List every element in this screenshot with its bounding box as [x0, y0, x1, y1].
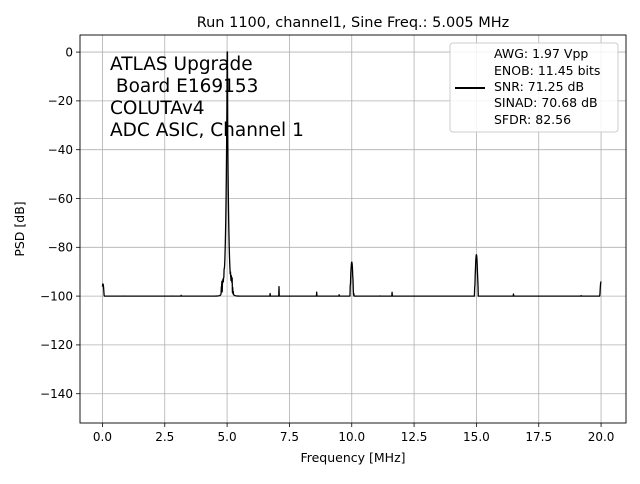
annotation-block: ATLAS Upgrade Board E169153 COLUTAv4 ADC…	[110, 54, 304, 141]
y-tick-label: −80	[48, 241, 73, 255]
axes-frame	[79, 34, 627, 424]
annotation-line-4: ADC ASIC, Channel 1	[110, 120, 304, 141]
plot-area	[101, 51, 602, 297]
x-tick-label: 10.0	[338, 430, 365, 444]
legend-entry-sinad: SINAD: 70.68 dB	[494, 95, 598, 110]
annotation-line-2: Board E169153	[110, 76, 258, 97]
legend-box	[449, 42, 619, 133]
spectrum-line	[101, 51, 602, 297]
x-tick-label: 15.0	[463, 430, 490, 444]
legend-entry-snr: SNR: 71.25 dB	[494, 79, 584, 94]
y-axis-ticks: 0 −20 −40 −60 −80 −100 −120 −140	[40, 45, 80, 401]
x-tick-label: 7.5	[280, 430, 299, 444]
y-tick-label: −60	[48, 192, 73, 206]
chart-title: Run 1100, channel1, Sine Freq.: 5.005 MH…	[197, 15, 510, 31]
annotation-line-3: COLUTAv4	[110, 98, 205, 119]
y-axis-label: PSD [dB]	[12, 201, 27, 256]
x-tick-label: 20.0	[588, 430, 615, 444]
legend-entry-enob: ENOB: 11.45 bits	[494, 63, 600, 78]
x-axis-label: Frequency [MHz]	[300, 450, 405, 465]
legend-entry-awg: AWG: 1.97 Vpp	[494, 46, 588, 61]
y-tick-label: −20	[48, 94, 73, 108]
y-tick-label: −100	[40, 289, 73, 303]
legend-entry-sfdr: SFDR: 82.56	[494, 112, 571, 127]
y-tick-label: −120	[40, 338, 73, 352]
x-tick-label: 5.0	[218, 430, 237, 444]
legend: AWG: 1.97 Vpp ENOB: 11.45 bits SNR: 71.2…	[449, 42, 619, 133]
x-axis-ticks: 0.0 2.5 5.0 7.5 10.0 12.5 15.0 17.5 20.0	[93, 423, 615, 444]
annotation-line-1: ATLAS Upgrade	[110, 54, 253, 75]
y-tick-label: 0	[65, 45, 73, 59]
y-tick-label: −40	[48, 143, 73, 157]
x-tick-label: 0.0	[93, 430, 112, 444]
x-tick-label: 17.5	[525, 430, 552, 444]
x-tick-label: 2.5	[155, 430, 174, 444]
y-tick-label: −140	[40, 387, 73, 401]
x-tick-label: 12.5	[401, 430, 428, 444]
